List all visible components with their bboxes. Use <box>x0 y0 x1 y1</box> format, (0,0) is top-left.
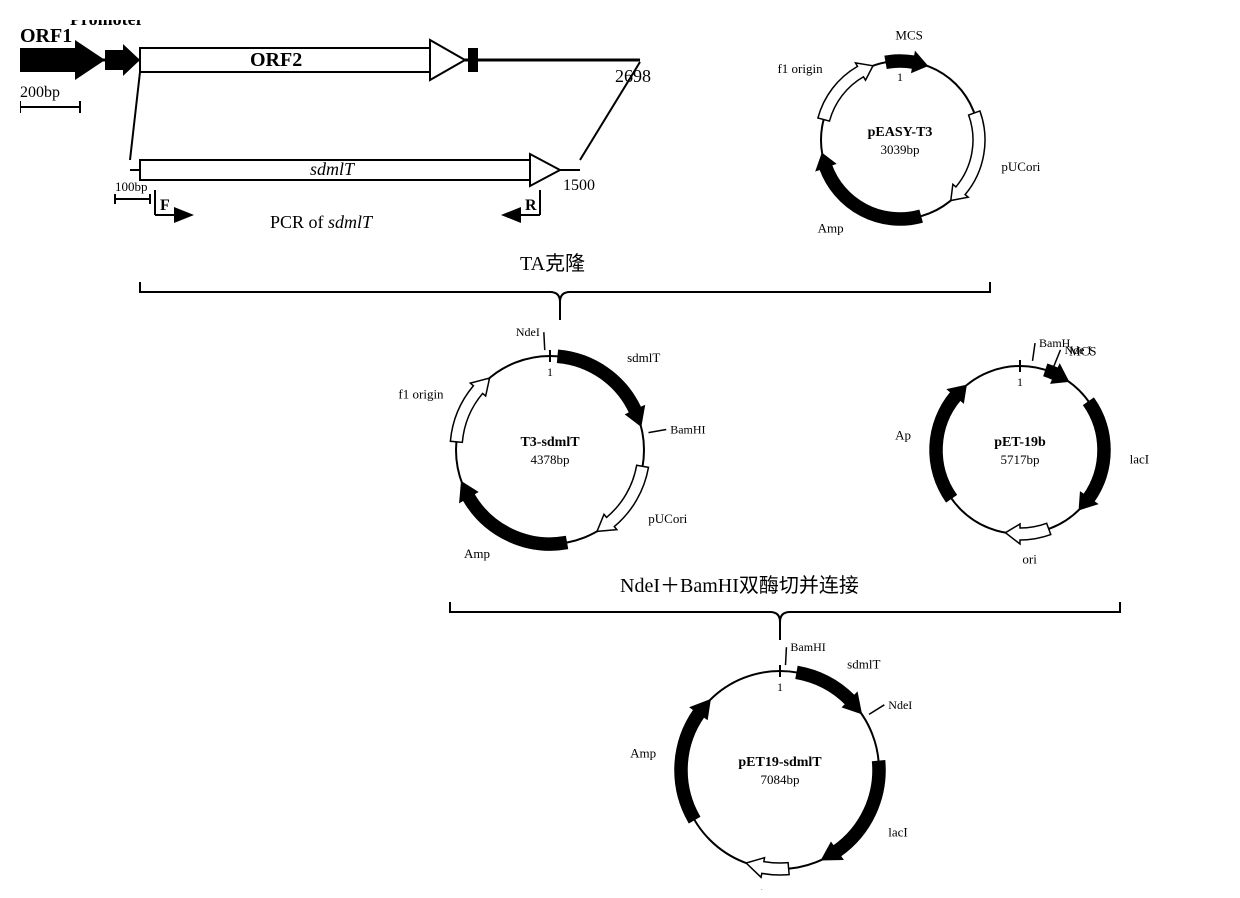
orf1-arrow: ORF1 <box>20 25 105 80</box>
svg-text:R: R <box>525 197 537 214</box>
step1-brace: TA克隆 <box>140 252 990 320</box>
orf2-label: ORF2 <box>250 49 302 71</box>
plasmid-pET-19b: 1MCSlacIoriAppET-19b5717bpBamHNde I <box>895 336 1149 567</box>
svg-text:1: 1 <box>547 365 553 379</box>
svg-text:Ap: Ap <box>895 428 911 443</box>
gene-map-region: ORF1 Promoter ORF2 2698 200bp <box>20 20 651 232</box>
orf1-label: ORF1 <box>20 25 72 47</box>
svg-text:pUCori: pUCori <box>648 511 687 526</box>
svg-text:pEASY-T3: pEASY-T3 <box>868 125 933 140</box>
svg-text:sdmlT: sdmlT <box>627 350 660 365</box>
svg-text:1: 1 <box>777 680 783 694</box>
sdmlT-end: 1500 <box>563 177 595 194</box>
svg-text:T3-sdmlT: T3-sdmlT <box>520 435 580 450</box>
svg-text:Amp: Amp <box>818 221 844 236</box>
svg-text:ori: ori <box>1022 552 1037 567</box>
svg-text:f1 origin: f1 origin <box>777 61 823 76</box>
scale-200bp: 200bp <box>20 84 80 113</box>
svg-text:Amp: Amp <box>630 746 656 761</box>
end-pos: 2698 <box>615 66 651 86</box>
svg-text:5717bp: 5717bp <box>1001 452 1040 467</box>
orf2-arrow: ORF2 <box>140 40 465 80</box>
svg-text:Amp: Amp <box>464 546 490 561</box>
primer-f: F <box>155 190 190 215</box>
svg-text:4378bp: 4378bp <box>531 452 570 467</box>
pcr-label: PCR of sdmlT <box>270 212 374 232</box>
svg-text:3039bp: 3039bp <box>881 142 920 157</box>
sdmlT-region: sdmlT 1500 100bp F R PCR of sdmlT <box>115 154 595 232</box>
promoter-label: Promoter <box>70 20 144 29</box>
svg-text:f1 origin: f1 origin <box>398 387 444 402</box>
svg-text:Nde I: Nde I <box>1064 343 1091 357</box>
svg-text:7084bp: 7084bp <box>761 772 800 787</box>
svg-text:BamHI: BamHI <box>790 640 825 654</box>
plasmid-pET19-sdmlT: 1 sdmlT lacI ori Amp pET19-sdmlT 7084bp BamHI Nd… <box>630 640 912 890</box>
svg-text:F: F <box>160 197 170 214</box>
svg-text:ori: ori <box>749 886 764 890</box>
svg-text:lacI: lacI <box>1130 452 1149 467</box>
svg-text:pET-19b: pET-19b <box>994 435 1046 450</box>
svg-text:sdmlT: sdmlT <box>847 657 880 672</box>
svg-text:MCS: MCS <box>895 27 922 42</box>
step2-label: NdeI＋BamHI双酶切并连接 <box>620 574 859 597</box>
svg-text:200bp: 200bp <box>20 84 60 101</box>
svg-text:NdeI: NdeI <box>888 698 912 712</box>
svg-text:NdeI: NdeI <box>516 325 540 339</box>
cloning-diagram: ORF1 Promoter ORF2 2698 200bp <box>20 20 1220 890</box>
svg-text:1: 1 <box>1017 375 1023 389</box>
svg-text:BamHI: BamHI <box>670 423 705 437</box>
svg-text:pUCori: pUCori <box>1001 159 1040 174</box>
step2-brace: NdeI＋BamHI双酶切并连接 <box>450 574 1120 640</box>
plasmid-T3-sdmlT: 1 sdmlT pUCori Amp f1 origin T3-sdmlT 4378bp Nd… <box>398 325 705 561</box>
svg-text:pET19-sdmlT: pET19-sdmlT <box>738 755 822 770</box>
step1-label: TA克隆 <box>520 252 585 275</box>
svg-text:1: 1 <box>897 70 903 84</box>
svg-text:100bp: 100bp <box>115 179 148 194</box>
primer-r: R <box>505 190 540 215</box>
plasmid-pEASY-T3: 1 MCS pUCori Amp f1 origin pEASY-T3 3039bp <box>777 27 1040 235</box>
sdmlT-label: sdmlT <box>310 159 356 179</box>
svg-text:lacI: lacI <box>888 825 907 840</box>
